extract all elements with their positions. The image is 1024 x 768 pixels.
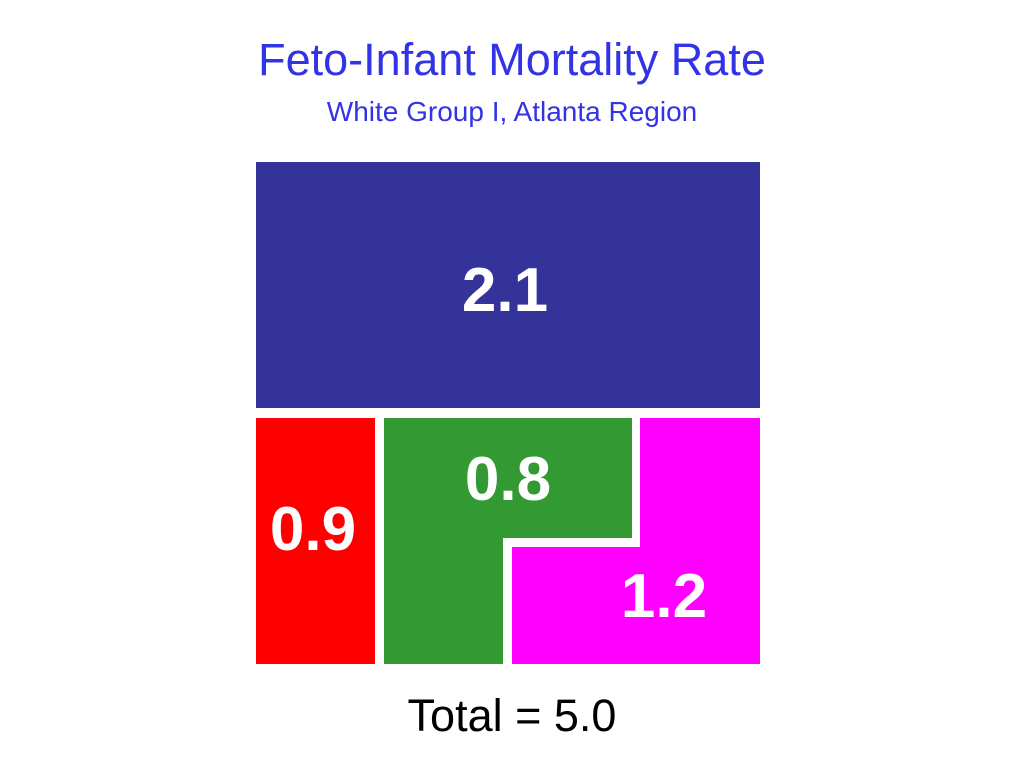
segment-green: 0.8: [384, 418, 632, 664]
segment-blue: 2.1: [256, 162, 760, 408]
page-title: Feto-Infant Mortality Rate: [258, 34, 766, 85]
segment-magenta: 1.2: [512, 418, 760, 664]
segment-magenta-shape: [512, 418, 760, 664]
segment-green-value: 0.8: [465, 445, 551, 514]
page-subtitle: White Group I, Atlanta Region: [326, 96, 698, 127]
total-label: Total = 5.0: [407, 690, 617, 741]
segment-red-value: 0.9: [270, 495, 356, 564]
segment-blue-value: 2.1: [462, 256, 548, 325]
segment-blue-shape: [256, 162, 760, 408]
segment-red-shape: [256, 418, 375, 664]
segment-magenta-value: 1.2: [621, 562, 707, 631]
segment-green-shape: [384, 418, 632, 664]
segment-red: 0.9: [256, 418, 375, 664]
